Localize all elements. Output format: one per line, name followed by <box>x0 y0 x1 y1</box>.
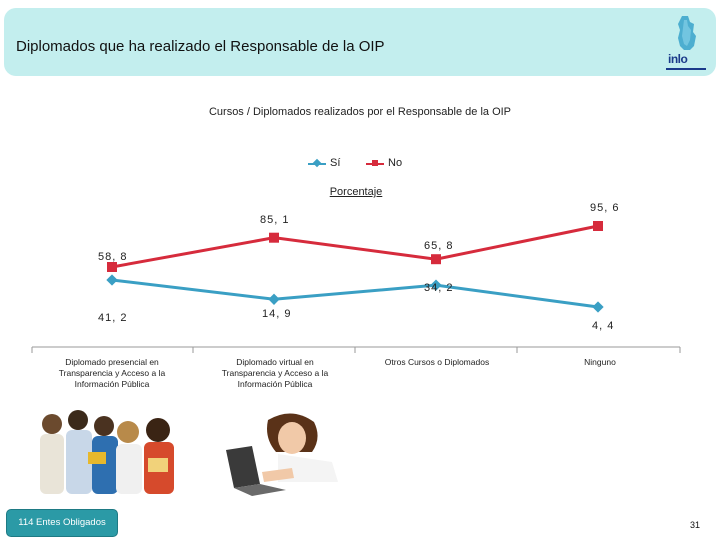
data-label-si: 34, 2 <box>424 282 454 294</box>
data-point-si <box>430 279 442 291</box>
legend-label-no: No <box>388 157 403 169</box>
category-label-otros: Otros Cursos o Diplomados <box>384 357 490 367</box>
data-label-si: 41, 2 <box>98 312 128 324</box>
legend-marker-no <box>372 160 378 166</box>
data-point-si <box>592 301 604 313</box>
data-point-si <box>268 293 280 305</box>
logo-text: inlo <box>668 52 688 66</box>
data-label-no: 95, 6 <box>590 202 620 214</box>
entes-badge: 114 Entes Obligados <box>6 509 118 537</box>
chart-subtitle: Porcentaje <box>329 186 383 198</box>
data-point-si <box>106 274 118 286</box>
page-number: 31 <box>690 520 701 530</box>
data-label-si: 4, 4 <box>592 320 615 332</box>
data-label-no: 85, 1 <box>260 214 290 226</box>
data-point-no <box>269 232 279 243</box>
data-label-no: 58, 8 <box>98 251 128 263</box>
category-label-ninguno: Ninguno <box>584 357 616 367</box>
students-photo <box>30 402 190 502</box>
data-point-no <box>431 254 441 265</box>
logo-icon <box>666 16 706 70</box>
data-label-si: 14, 9 <box>262 308 292 320</box>
series-line-si <box>111 278 599 309</box>
chart-title: Cursos / Diplomados realizados por el Re… <box>208 106 512 118</box>
category-label-virtual: Diplomado virtual en Transparencia y Acc… <box>221 357 329 389</box>
data-point-no <box>593 221 603 231</box>
data-label-no: 65, 8 <box>424 240 454 252</box>
laptop-photo <box>222 408 342 500</box>
entes-badge-label: 114 Entes Obligados <box>18 517 106 528</box>
series-line-no <box>111 224 599 269</box>
legend-label-si: Sí <box>330 157 341 169</box>
page-title: Diplomados que ha realizado el Responsab… <box>16 38 385 55</box>
header-banner: Diplomados que ha realizado el Responsab… <box>4 8 716 76</box>
data-point-no <box>107 262 117 272</box>
category-label-presencial: Diplomado presencial en Transparencia y … <box>58 357 166 389</box>
